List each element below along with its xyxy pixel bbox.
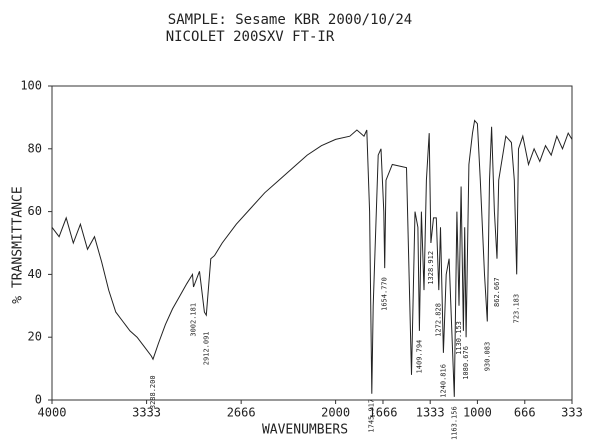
peak-label: 3002.181 bbox=[189, 303, 197, 337]
peak-label: 1409.794 bbox=[415, 340, 423, 374]
y-tick-label: 40 bbox=[28, 267, 42, 281]
peak-label: 1745.917 bbox=[368, 399, 376, 433]
spectrum-line bbox=[51, 119, 573, 397]
peak-label: 1163.156 bbox=[450, 406, 458, 440]
y-tick-label: 100 bbox=[20, 79, 42, 93]
plot-frame bbox=[51, 85, 573, 401]
x-tick-label: 3333 bbox=[132, 406, 161, 420]
y-tick-label: 20 bbox=[28, 330, 42, 344]
x-tick-label: 2000 bbox=[321, 406, 350, 420]
peak-label: 3288.200 bbox=[149, 375, 157, 409]
peak-label: 1328.912 bbox=[427, 251, 435, 285]
peak-label: 930.083 bbox=[483, 342, 491, 372]
x-tick-label: 1333 bbox=[416, 406, 445, 420]
x-tick-label: 1000 bbox=[463, 406, 492, 420]
x-tick-label: 1666 bbox=[369, 406, 398, 420]
peak-label: 862.667 bbox=[493, 277, 501, 307]
chart-title: SAMPLE: Sesame KBR 2000/10/24 bbox=[168, 12, 412, 28]
peak-label: 2912.091 bbox=[202, 331, 210, 365]
peak-label: 1080.676 bbox=[462, 346, 470, 380]
y-axis-label: % TRANSMITTANCE bbox=[11, 186, 26, 303]
peak-label: 1272.828 bbox=[435, 303, 443, 337]
x-tick-label: 2666 bbox=[227, 406, 256, 420]
y-tick-label: 0 bbox=[35, 393, 42, 407]
y-tick-label: 80 bbox=[28, 141, 42, 155]
peak-label: 1240.816 bbox=[439, 364, 447, 398]
peak-label: 1130.153 bbox=[455, 321, 463, 355]
x-tick-label: 666 bbox=[514, 406, 536, 420]
x-tick-label: 4000 bbox=[38, 406, 67, 420]
chart-subtitle: NICOLET 200SXV FT-IR bbox=[166, 29, 335, 45]
x-axis-label: WAVENUMBERS bbox=[262, 423, 348, 438]
y-tick-label: 60 bbox=[28, 204, 42, 218]
x-tick-label: 333 bbox=[561, 406, 583, 420]
peak-label: 1654.770 bbox=[381, 277, 389, 311]
peak-label: 723.183 bbox=[513, 294, 521, 324]
